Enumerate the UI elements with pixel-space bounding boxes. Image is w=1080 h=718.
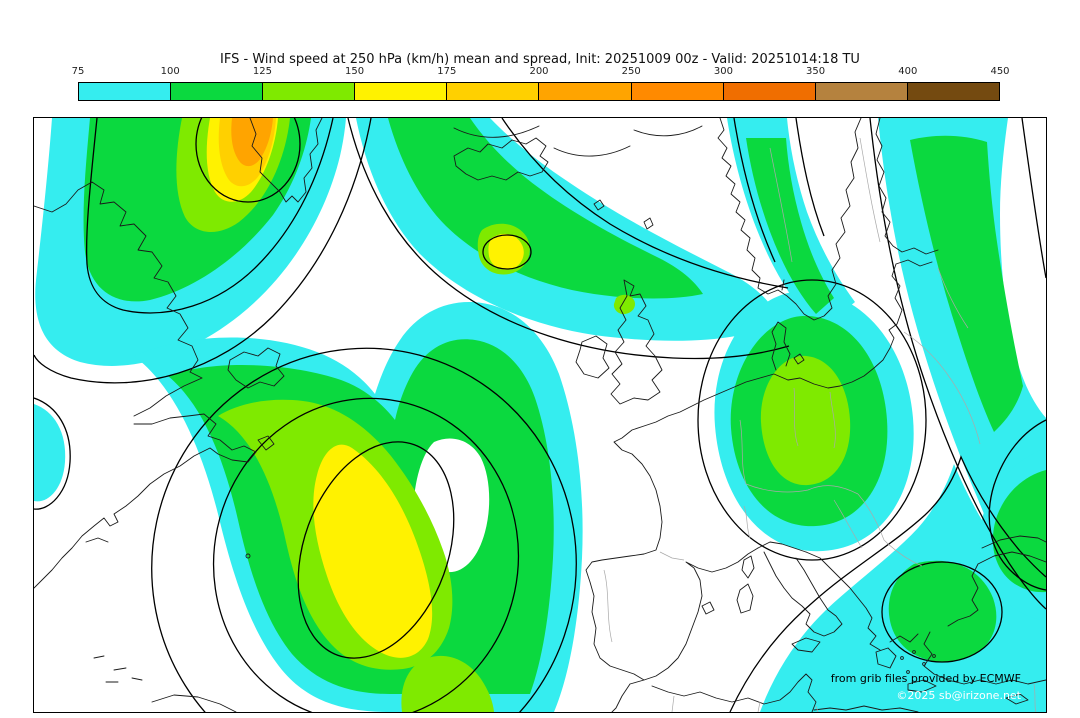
coastline-greenland <box>249 118 323 203</box>
mean-contour <box>733 118 776 263</box>
aegean-island <box>900 656 904 660</box>
mean-contour <box>34 118 372 384</box>
border-layer <box>603 137 1037 712</box>
attribution-ecmwf: from grib files provided by ECMWF <box>830 672 1021 685</box>
country-border <box>603 137 1037 712</box>
mean-contour <box>347 118 790 360</box>
colorbar-segment <box>814 83 907 100</box>
coastline-british-isles <box>575 279 663 405</box>
wind-band-chart-bottom <box>401 655 494 712</box>
wind-band-yellow-u-jet <box>313 444 433 658</box>
jet-core-orange <box>231 118 273 167</box>
colorbar-tick-label: 350 <box>806 66 826 77</box>
colorbar-area: 75 100 125 150 175 200 250 300 350 400 450 <box>72 66 1010 104</box>
colorbar-tick-label: 125 <box>252 66 272 77</box>
colorbar-segment <box>354 83 447 100</box>
coastline-caribbean <box>93 655 237 712</box>
wind-band-green-right-edge <box>992 470 1046 593</box>
colorbar-tick-label: 400 <box>898 66 918 77</box>
mean-contour <box>85 118 334 314</box>
colorbar-tick-label: 450 <box>990 66 1010 77</box>
mean-contour <box>501 118 789 289</box>
coastline-balkans-greece <box>805 551 919 669</box>
wind-band-chart-dot <box>613 294 635 315</box>
wind-band-green-midjet <box>388 118 703 299</box>
bermuda-island <box>245 553 251 559</box>
mean-contour <box>988 419 1046 591</box>
colorbar-tick-label: 250 <box>621 66 641 77</box>
mean-contour <box>697 279 927 561</box>
colorbar-tick-label: 175 <box>437 66 457 77</box>
coastline-iceland <box>453 137 654 230</box>
mean-contour <box>212 397 520 712</box>
mean-contour <box>1021 118 1046 279</box>
aegean-island <box>912 650 916 654</box>
colorbar-segment <box>79 83 171 100</box>
mean-contour <box>795 118 825 237</box>
mean-contour-layer <box>34 118 1046 712</box>
coastline-layer <box>34 118 1046 712</box>
wind-band-fill-left-sliver <box>34 404 66 502</box>
mean-contour <box>34 397 71 510</box>
aegean-island <box>932 654 936 658</box>
colorbar-ticks: 75 100 125 150 175 200 250 300 350 400 450 <box>72 66 1010 80</box>
wind-fill-layer <box>34 118 1046 712</box>
mean-contour <box>482 234 532 270</box>
coastline-italy <box>701 541 843 653</box>
mean-contour <box>869 118 1046 610</box>
colorbar-segment <box>538 83 631 100</box>
mean-contour <box>729 455 1046 712</box>
map-frame: from grib files provided by ECMWF ©2025 … <box>33 117 1047 713</box>
colorbar-tick-label: 300 <box>713 66 733 77</box>
coastline-west-europe <box>585 373 789 681</box>
wind-band-green-east-band <box>910 135 1023 432</box>
colorbar-segment <box>262 83 355 100</box>
colorbar-segment <box>906 83 999 100</box>
colorbar-segment <box>722 83 815 100</box>
attribution-copyright: ©2025 sb@irizone.net <box>896 689 1021 702</box>
mean-contour <box>297 441 455 659</box>
colorbar-tick-label: 100 <box>160 66 180 77</box>
colorbar-segment <box>630 83 723 100</box>
mean-contour <box>151 347 577 712</box>
colorbar-tick-label: 75 <box>71 66 85 77</box>
wind-band-yellow-spot <box>488 233 524 270</box>
coastline-north-america <box>34 181 285 589</box>
mean-contour <box>881 561 1003 663</box>
colorbar-segment <box>446 83 539 100</box>
wind-speed-map <box>34 118 1046 712</box>
aegean-island <box>906 670 910 674</box>
attribution: from grib files provided by ECMWF ©2025 … <box>831 670 1021 704</box>
map-title: IFS - Wind speed at 250 hPa (km/h) mean … <box>220 52 860 67</box>
coastline-north-africa <box>611 673 919 712</box>
colorbar <box>78 82 1000 101</box>
colorbar-tick-label: 150 <box>345 66 365 77</box>
colorbar-tick-label: 200 <box>529 66 549 77</box>
spread-contour-detail <box>453 125 703 157</box>
coastline-turkey-blacksea <box>907 535 1046 705</box>
coastline-scandinavia <box>717 118 939 389</box>
wind-band-green-finger <box>746 138 834 314</box>
colorbar-segment <box>170 83 263 100</box>
